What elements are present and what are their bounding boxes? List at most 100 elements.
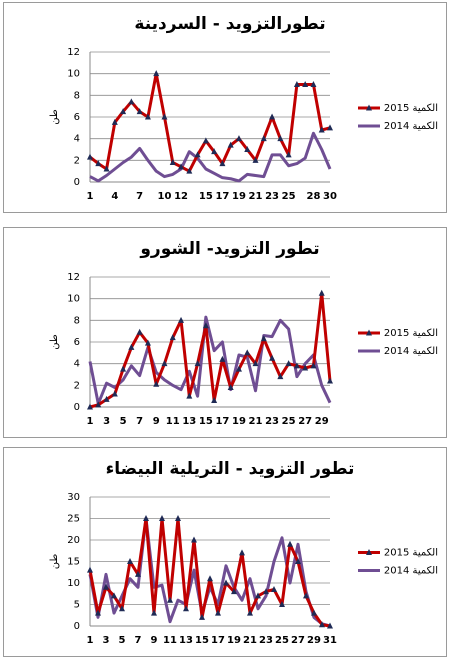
point-marker: [87, 566, 93, 573]
point-marker: [327, 124, 333, 131]
x-tick-label: 13: [179, 635, 193, 646]
y-tick-label: 12: [67, 47, 80, 58]
y-tick-label: 0: [74, 402, 80, 413]
point-marker: [202, 137, 209, 144]
point-marker: [169, 334, 176, 341]
point-marker: [310, 362, 317, 369]
x-tick-label: 23: [265, 191, 279, 202]
point-marker: [235, 365, 242, 372]
point-marker: [186, 392, 193, 399]
point-marker: [219, 355, 226, 362]
x-tick-label: 3: [103, 635, 110, 646]
x-tick-label: 27: [298, 416, 312, 427]
legend-marker: [366, 549, 372, 555]
point-marker: [136, 328, 143, 335]
point-marker: [175, 515, 181, 521]
point-marker: [207, 575, 213, 582]
point-marker: [127, 558, 133, 564]
point-marker: [269, 354, 276, 361]
y-tick-label: 25: [67, 514, 80, 525]
point-marker: [169, 159, 176, 165]
point-marker: [219, 160, 226, 167]
point-marker: [215, 609, 221, 616]
point-marker: [295, 558, 301, 564]
point-marker: [293, 81, 300, 87]
panel-border: [3, 227, 447, 438]
x-tick-label: 30: [323, 191, 337, 202]
x-tick-label: 5: [119, 635, 126, 646]
point-marker: [293, 362, 300, 369]
point-marker: [178, 316, 185, 323]
y-tick-label: 10: [67, 69, 80, 80]
x-tick-label: 1: [87, 416, 94, 427]
point-marker: [144, 113, 151, 120]
x-tick-label: 15: [195, 635, 209, 646]
point-marker: [95, 160, 102, 167]
point-marker: [153, 380, 160, 387]
point-marker: [302, 81, 309, 87]
point-marker: [318, 289, 325, 296]
point-marker: [255, 592, 261, 599]
point-marker: [183, 605, 189, 612]
y-tick-label: 2: [74, 380, 80, 391]
x-tick-label: 23: [265, 416, 279, 427]
point-marker: [302, 364, 309, 371]
x-tick-label: 17: [211, 635, 225, 646]
x-tick-label: 29: [315, 416, 329, 427]
y-tick-label: 12: [67, 272, 80, 283]
x-tick-label: 28: [306, 191, 320, 202]
y-axis-label: طن: [49, 554, 60, 570]
point-marker: [199, 613, 205, 620]
point-marker: [111, 592, 117, 599]
x-tick-label: 5: [120, 416, 127, 427]
x-tick-label: 25: [282, 191, 296, 202]
point-marker: [103, 583, 109, 590]
x-tick-label: 3: [103, 416, 110, 427]
point-marker: [95, 401, 102, 408]
x-tick-label: 29: [307, 635, 321, 646]
point-marker: [247, 609, 253, 616]
point-marker: [285, 360, 292, 367]
panel-border: [3, 2, 447, 213]
y-tick-label: 4: [74, 359, 80, 370]
point-marker: [318, 126, 325, 133]
point-marker: [319, 621, 325, 628]
point-marker: [103, 165, 110, 172]
x-tick-label: 15: [199, 416, 213, 427]
y-tick-label: 6: [74, 337, 80, 348]
point-marker: [120, 108, 127, 115]
x-tick-label: 13: [182, 416, 196, 427]
point-marker: [128, 98, 135, 105]
chart-title: تطورالتزويد - السردينة: [134, 14, 325, 34]
legend-marker: [366, 329, 372, 336]
y-tick-label: 4: [74, 134, 80, 145]
y-tick-label: 6: [74, 112, 80, 123]
y-tick-label: 30: [67, 492, 80, 503]
series-line: [88, 517, 331, 628]
point-marker: [87, 153, 93, 160]
x-tick-label: 11: [163, 635, 177, 646]
point-marker: [263, 588, 269, 595]
chart-panel: تطور التزويد - التريلية البيضاء051015202…: [3, 447, 447, 657]
point-marker: [159, 515, 165, 521]
point-marker: [95, 609, 101, 616]
x-tick-label: 1: [87, 191, 94, 202]
x-tick-label: 15: [199, 191, 213, 202]
point-marker: [111, 118, 118, 125]
point-marker: [87, 403, 93, 410]
x-tick-label: 17: [215, 191, 229, 202]
y-axis-label: طن: [49, 334, 60, 350]
point-marker: [178, 163, 185, 170]
y-tick-label: 8: [74, 315, 80, 326]
point-marker: [119, 605, 125, 612]
point-marker: [135, 570, 141, 577]
chart-title: تطور التزويد- الشورو: [139, 239, 319, 259]
point-marker: [244, 146, 251, 152]
y-tick-label: 5: [74, 600, 80, 611]
point-marker: [144, 339, 151, 346]
point-marker: [161, 360, 168, 367]
point-marker: [231, 588, 237, 595]
point-marker: [239, 549, 245, 556]
